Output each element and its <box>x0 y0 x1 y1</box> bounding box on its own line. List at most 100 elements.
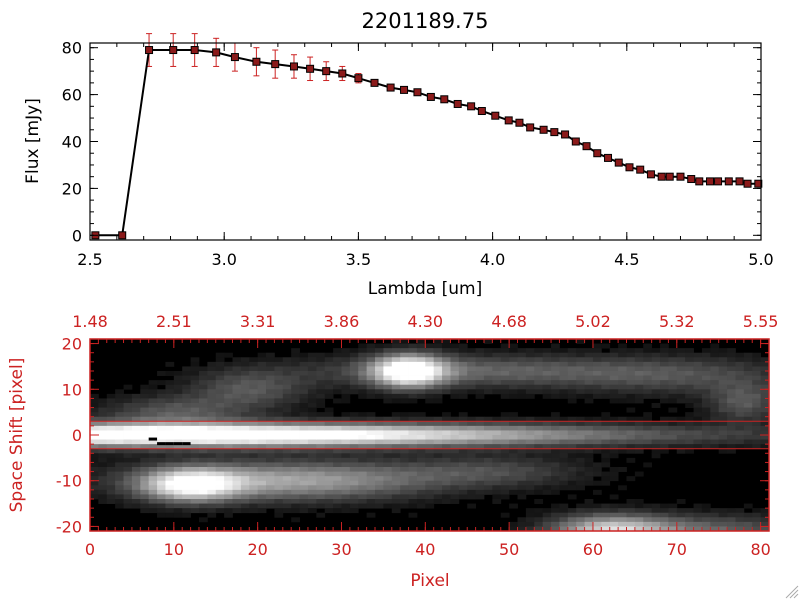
image-pixel <box>274 366 284 372</box>
image-pixel <box>685 448 694 454</box>
image-pixel <box>266 494 275 500</box>
image-pixel <box>584 462 594 468</box>
image-pixel <box>534 453 544 459</box>
image-pixel <box>324 421 334 427</box>
image-pixel <box>157 435 166 440</box>
image-pixel <box>198 467 208 472</box>
image-pixel <box>752 526 762 532</box>
image-pixel <box>291 375 300 381</box>
image-pixel <box>592 371 602 376</box>
image-pixel <box>525 425 535 431</box>
image-pixel <box>131 467 141 472</box>
resize-grip-icon[interactable] <box>785 585 799 599</box>
image-pixel <box>106 412 116 418</box>
image-pixel <box>400 343 409 349</box>
image-pixel <box>483 462 493 468</box>
image-pixel <box>224 375 233 381</box>
top-tick-label: 4.30 <box>407 312 443 331</box>
image-pixel <box>249 361 259 367</box>
image-pixel <box>383 393 393 399</box>
spectrum-y-axis-label: Flux [mJy] <box>23 98 43 184</box>
image-pixel <box>349 421 359 427</box>
image-pixel <box>559 361 569 367</box>
image-pixel <box>408 389 418 395</box>
image-pixel <box>433 471 443 477</box>
image-pixel <box>450 357 460 363</box>
image-pixel <box>408 448 418 454</box>
image-pixel <box>349 371 359 376</box>
image-pixel <box>576 444 585 450</box>
image-pixel <box>668 348 678 354</box>
image-pixel <box>333 384 342 390</box>
image-pixel <box>576 508 585 514</box>
image-pixel <box>416 444 426 450</box>
image-pixel <box>307 407 317 413</box>
image-pixel <box>224 430 233 436</box>
image-pixel <box>651 435 661 440</box>
x-tick-label: 3.0 <box>211 250 236 269</box>
image-pixel <box>693 439 703 445</box>
image-pixel <box>341 462 351 468</box>
image-pixel <box>232 393 242 399</box>
image-pixel <box>98 435 108 440</box>
image-pixel <box>324 448 334 454</box>
image-pixel <box>257 371 267 376</box>
image-pixel <box>634 503 644 509</box>
image-pixel <box>542 521 552 527</box>
image-pixel <box>383 371 393 376</box>
image-pixel <box>584 361 594 367</box>
image-pixel <box>567 357 577 363</box>
image-pixel <box>249 476 259 482</box>
image-pixel <box>324 508 334 514</box>
image-pixel <box>576 416 585 422</box>
image-pixel <box>760 380 770 386</box>
image-pixel <box>701 508 711 514</box>
image-pixel <box>173 421 183 427</box>
image-pixel <box>467 375 476 381</box>
image-pixel <box>500 480 510 486</box>
image-pixel <box>425 453 435 459</box>
image-pixel <box>140 471 150 477</box>
image-pixel <box>517 480 527 486</box>
image-pixel <box>257 485 267 491</box>
image-pixel <box>282 371 292 376</box>
image-pixel <box>727 380 736 386</box>
image-pixel <box>735 521 745 527</box>
flux-point <box>190 46 199 55</box>
image-pixel <box>307 361 317 367</box>
image-pixel <box>458 375 468 381</box>
image-pixel <box>592 380 602 386</box>
image-pixel <box>609 421 619 427</box>
image-pixel <box>668 380 678 386</box>
image-pixel <box>701 393 711 399</box>
image-pixel <box>173 393 183 399</box>
image-pixel <box>643 503 653 509</box>
image-pixel <box>157 508 166 514</box>
image-pixel <box>592 439 602 445</box>
image-pixel <box>165 412 175 418</box>
image-pixel <box>618 435 627 440</box>
image-pixel <box>727 361 736 367</box>
image-pixel <box>358 439 368 445</box>
image-pixel <box>316 425 326 431</box>
image-pixel <box>450 494 460 500</box>
flux-point <box>118 231 127 240</box>
image-pixel <box>517 375 527 381</box>
image-pixel <box>458 357 468 363</box>
image-pixel <box>592 389 602 395</box>
image-pixel <box>500 371 510 376</box>
image-pixel <box>282 462 292 468</box>
image-pixel <box>316 457 326 463</box>
image-pixel <box>467 439 476 445</box>
image-pixel <box>743 435 753 440</box>
image-pixel <box>341 430 351 436</box>
image-pixel <box>727 512 736 518</box>
image-pixel <box>198 366 208 372</box>
image-pixel <box>643 435 653 440</box>
image-pixel <box>408 352 418 358</box>
image-pixel <box>148 489 158 495</box>
image-pixel <box>173 453 183 459</box>
image-pixel <box>341 444 351 450</box>
image-pixel <box>266 389 275 395</box>
image-pixel <box>198 499 208 504</box>
